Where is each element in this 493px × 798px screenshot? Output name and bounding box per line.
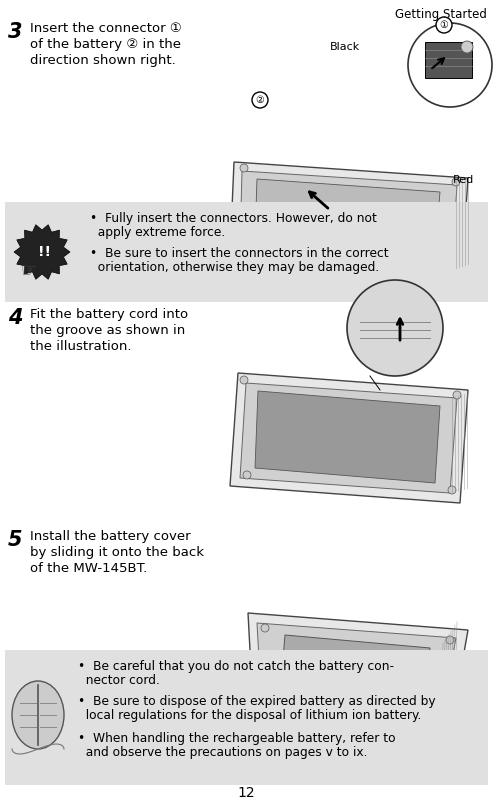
Text: 12: 12	[237, 786, 255, 798]
Text: 4: 4	[8, 308, 23, 328]
Circle shape	[436, 17, 452, 33]
Text: of the MW-145BT.: of the MW-145BT.	[30, 562, 147, 575]
FancyBboxPatch shape	[5, 202, 488, 302]
Text: •  When handling the rechargeable battery, refer to: • When handling the rechargeable battery…	[78, 732, 395, 745]
Polygon shape	[255, 179, 440, 251]
Text: •  Fully insert the connectors. However, do not: • Fully insert the connectors. However, …	[90, 212, 377, 225]
Polygon shape	[257, 623, 456, 748]
Circle shape	[240, 376, 248, 384]
Text: •  Be sure to dispose of the expired battery as directed by: • Be sure to dispose of the expired batt…	[78, 695, 436, 708]
Circle shape	[408, 23, 492, 107]
Text: 5: 5	[8, 530, 23, 550]
Circle shape	[453, 391, 461, 399]
Circle shape	[243, 240, 251, 248]
Text: of the battery ② in the: of the battery ② in the	[30, 38, 181, 51]
Circle shape	[240, 164, 248, 172]
Polygon shape	[278, 635, 430, 734]
Circle shape	[448, 486, 456, 494]
Polygon shape	[230, 373, 468, 503]
Text: •  Be sure to insert the connectors in the correct: • Be sure to insert the connectors in th…	[90, 247, 388, 260]
Text: direction shown right.: direction shown right.	[30, 54, 176, 67]
Circle shape	[461, 41, 473, 53]
Text: orientation, otherwise they may be damaged.: orientation, otherwise they may be damag…	[90, 261, 379, 274]
Text: by sliding it onto the back: by sliding it onto the back	[30, 546, 204, 559]
Text: !!: !!	[37, 245, 50, 259]
Circle shape	[424, 737, 432, 745]
Circle shape	[449, 254, 457, 262]
Text: ☞: ☞	[20, 261, 36, 279]
Text: Getting Started: Getting Started	[395, 8, 487, 21]
FancyBboxPatch shape	[5, 650, 488, 785]
Text: Insert the connector ①: Insert the connector ①	[30, 22, 182, 35]
Text: Fit the battery cord into: Fit the battery cord into	[30, 308, 188, 321]
Text: nector cord.: nector cord.	[78, 674, 160, 687]
Ellipse shape	[12, 681, 64, 749]
Circle shape	[347, 280, 443, 376]
Circle shape	[261, 624, 269, 632]
Text: ①: ①	[440, 20, 448, 30]
Polygon shape	[240, 383, 457, 493]
Text: the illustration.: the illustration.	[30, 340, 132, 353]
Text: apply extreme force.: apply extreme force.	[90, 226, 225, 239]
Circle shape	[265, 722, 273, 730]
Text: 3: 3	[8, 22, 23, 42]
Circle shape	[252, 92, 268, 108]
Polygon shape	[248, 613, 468, 760]
Polygon shape	[425, 42, 472, 78]
Text: Black: Black	[330, 42, 360, 52]
Text: Install the battery cover: Install the battery cover	[30, 530, 191, 543]
Circle shape	[243, 471, 251, 479]
Text: local regulations for the disposal of lithium ion battery.: local regulations for the disposal of li…	[78, 709, 422, 722]
Polygon shape	[230, 162, 468, 270]
Polygon shape	[14, 225, 70, 279]
Polygon shape	[240, 171, 457, 261]
Circle shape	[446, 636, 454, 644]
Text: Red: Red	[453, 175, 474, 185]
Polygon shape	[255, 391, 440, 483]
Text: the groove as shown in: the groove as shown in	[30, 324, 185, 337]
Text: and observe the precautions on pages v to ix.: and observe the precautions on pages v t…	[78, 746, 367, 759]
Text: •  Be careful that you do not catch the battery con-: • Be careful that you do not catch the b…	[78, 660, 394, 673]
Text: ②: ②	[256, 95, 264, 105]
Circle shape	[452, 178, 460, 186]
